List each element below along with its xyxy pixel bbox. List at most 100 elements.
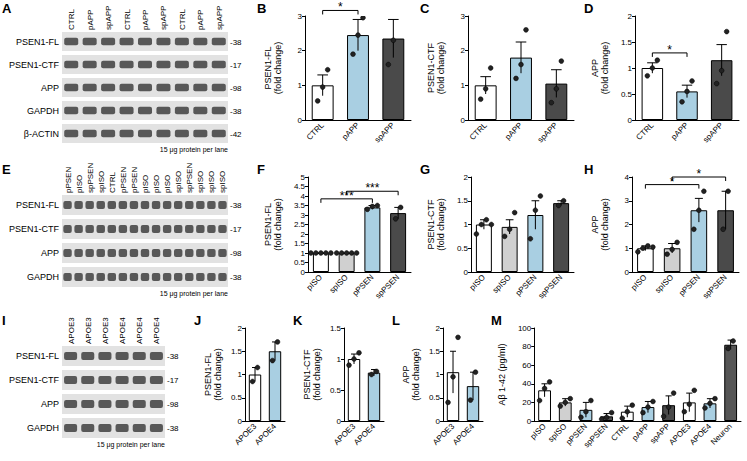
- svg-text:pISO: pISO: [468, 273, 487, 292]
- svg-text:GAPDH: GAPDH: [27, 106, 59, 116]
- svg-text:2: 2: [238, 324, 243, 333]
- svg-text:1: 1: [238, 370, 243, 379]
- svg-text:pPSEN: pPSEN: [119, 167, 128, 193]
- svg-text:3: 3: [625, 196, 630, 205]
- svg-text:1: 1: [628, 64, 633, 73]
- svg-text:CTRL: CTRL: [305, 120, 327, 142]
- svg-text:(fold change): (fold change): [273, 42, 283, 95]
- svg-text:0: 0: [628, 116, 633, 125]
- svg-text:PSEN1-FL: PSEN1-FL: [263, 203, 273, 246]
- svg-text:pISO: pISO: [141, 175, 150, 193]
- svg-text:1: 1: [461, 81, 466, 90]
- svg-text:PSEN1-FL: PSEN1-FL: [16, 351, 59, 361]
- svg-text:1.5: 1.5: [294, 239, 306, 248]
- svg-text:15 μg protein per lane: 15 μg protein per lane: [160, 146, 228, 154]
- svg-text:1: 1: [436, 370, 441, 379]
- svg-text:0: 0: [337, 417, 342, 426]
- svg-text:spPSEN: spPSEN: [185, 163, 194, 193]
- svg-text:0.5: 0.5: [294, 258, 306, 267]
- svg-text:PSEN1-CTF: PSEN1-CTF: [302, 349, 312, 400]
- svg-text:pAPP: pAPP: [340, 121, 361, 142]
- svg-text:(fold change): (fold change): [600, 42, 610, 95]
- svg-text:spPSEN: spPSEN: [374, 273, 402, 301]
- svg-text:0: 0: [464, 268, 469, 277]
- svg-text:spAPP: spAPP: [701, 121, 725, 145]
- svg-text:APOE3: APOE3: [101, 317, 110, 344]
- svg-text:spISO: spISO: [328, 273, 350, 295]
- svg-text:2: 2: [436, 324, 441, 333]
- svg-text:0.5: 0.5: [457, 244, 469, 253]
- svg-text:spISO: spISO: [174, 171, 183, 193]
- svg-text:APP: APP: [401, 365, 411, 383]
- svg-text:pPSEN: pPSEN: [514, 273, 539, 298]
- svg-text:CTRL: CTRL: [634, 120, 656, 142]
- svg-text:-38: -38: [230, 38, 242, 47]
- svg-text:APOE3: APOE3: [667, 421, 693, 447]
- svg-text:0: 0: [298, 116, 303, 125]
- svg-text:2.5: 2.5: [294, 220, 306, 229]
- svg-text:2: 2: [464, 173, 469, 182]
- svg-text:0.5: 0.5: [231, 393, 243, 402]
- svg-text:GAPDH: GAPDH: [27, 423, 59, 433]
- svg-text:-98: -98: [230, 84, 242, 93]
- svg-text:4.5: 4.5: [294, 182, 306, 191]
- svg-text:3.5: 3.5: [294, 201, 306, 210]
- svg-text:I: I: [2, 313, 6, 328]
- svg-text:0: 0: [625, 268, 630, 277]
- svg-text:pPSEN: pPSEN: [351, 273, 376, 298]
- svg-text:100: 100: [518, 324, 532, 333]
- svg-text:spPSEN: spPSEN: [582, 422, 610, 450]
- svg-text:spISO: spISO: [491, 273, 513, 295]
- svg-text:GAPDH: GAPDH: [27, 272, 59, 282]
- svg-text:A: A: [2, 1, 12, 16]
- svg-text:-38: -38: [230, 201, 242, 210]
- svg-text:-98: -98: [167, 400, 179, 409]
- svg-text:-38: -38: [167, 424, 179, 433]
- svg-text:-42: -42: [230, 130, 242, 139]
- svg-text:pISO: pISO: [305, 273, 324, 292]
- svg-text:pISO: pISO: [163, 175, 172, 193]
- svg-text:APOE4: APOE4: [688, 421, 714, 447]
- svg-text:*: *: [338, 0, 343, 14]
- svg-text:spISO: spISO: [218, 171, 227, 193]
- svg-text:0: 0: [527, 417, 532, 426]
- svg-text:APP: APP: [590, 59, 600, 77]
- svg-text:APOE3: APOE3: [67, 317, 76, 344]
- svg-text:APOE4: APOE4: [253, 421, 279, 447]
- svg-text:PSEN1-CTF: PSEN1-CTF: [9, 375, 60, 385]
- svg-text:APP: APP: [41, 248, 59, 258]
- svg-text:PSEN1-CTF: PSEN1-CTF: [426, 199, 436, 250]
- svg-text:15 μg protein per lane: 15 μg protein per lane: [160, 290, 228, 298]
- svg-text:5: 5: [301, 173, 306, 182]
- svg-text:spISO: spISO: [207, 171, 216, 193]
- svg-text:4: 4: [301, 192, 306, 201]
- svg-text:(fold change): (fold change): [436, 42, 446, 95]
- svg-text:3: 3: [461, 12, 466, 21]
- svg-text:2: 2: [628, 12, 633, 21]
- svg-text:0: 0: [301, 268, 306, 277]
- svg-text:APP: APP: [41, 399, 59, 409]
- svg-text:APOE4: APOE4: [451, 421, 477, 447]
- svg-text:0: 0: [461, 116, 466, 125]
- svg-text:pPSEN: pPSEN: [64, 167, 73, 193]
- svg-text:spAPP: spAPP: [536, 121, 560, 145]
- svg-text:-38: -38: [230, 273, 242, 282]
- svg-text:*: *: [667, 43, 672, 57]
- svg-text:spISO: spISO: [196, 171, 205, 193]
- svg-text:*: *: [697, 167, 702, 181]
- svg-text:1.5: 1.5: [330, 324, 342, 333]
- svg-text:spPSEN: spPSEN: [86, 163, 95, 193]
- svg-text:pAPP: pAPP: [86, 10, 95, 30]
- svg-text:2: 2: [625, 220, 630, 229]
- svg-text:spISO: spISO: [97, 171, 106, 193]
- svg-text:***: ***: [365, 181, 379, 195]
- svg-text:spAPP: spAPP: [104, 6, 113, 30]
- svg-text:0: 0: [436, 417, 441, 426]
- svg-text:(fold change): (fold change): [213, 348, 223, 401]
- svg-text:pISO: pISO: [75, 175, 84, 193]
- svg-text:PSEN1-FL: PSEN1-FL: [16, 200, 59, 210]
- svg-text:2: 2: [461, 46, 466, 55]
- svg-text:(fold change): (fold change): [273, 198, 283, 251]
- svg-text:3: 3: [298, 12, 303, 21]
- svg-text:CTRL: CTRL: [609, 421, 631, 443]
